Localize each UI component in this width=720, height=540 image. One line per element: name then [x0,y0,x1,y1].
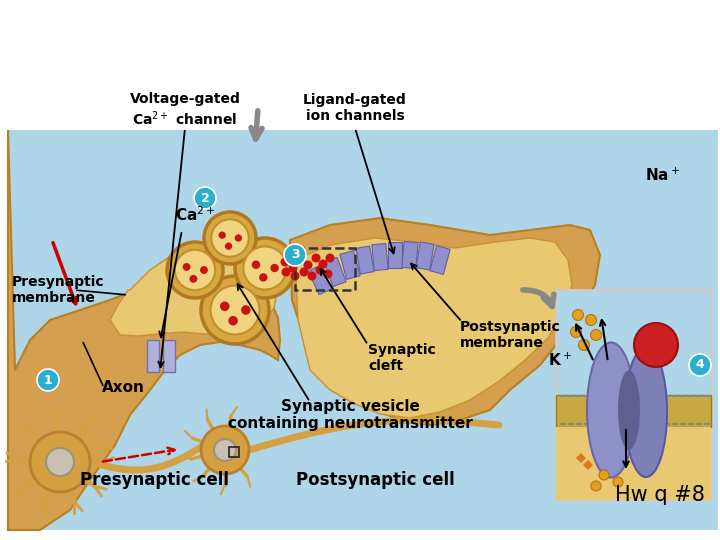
Text: Axon: Axon [102,381,145,395]
Circle shape [252,260,260,269]
Text: Presynaptic
membrane: Presynaptic membrane [12,275,104,305]
Circle shape [304,260,312,269]
Bar [229,447,239,457]
Circle shape [200,266,208,274]
Text: K$^+$: K$^+$ [548,352,572,369]
Text: Hw q #8: Hw q #8 [615,485,705,505]
Circle shape [295,255,305,265]
Bar [163,340,175,372]
Bar [556,290,711,500]
Text: 4: 4 [696,359,704,372]
Bar [324,258,346,287]
Circle shape [307,272,317,280]
Circle shape [220,301,230,311]
Text: Presynaptic cell: Presynaptic cell [81,471,230,489]
Circle shape [37,369,59,391]
Circle shape [323,269,333,279]
Polygon shape [295,238,572,418]
Bar [372,244,388,271]
Circle shape [271,264,279,272]
Circle shape [591,481,601,491]
Bar [356,246,374,274]
Circle shape [259,273,268,282]
Circle shape [578,340,590,350]
Circle shape [214,439,236,461]
Circle shape [318,260,328,268]
Bar [430,246,450,274]
Polygon shape [8,130,280,530]
Circle shape [613,477,623,487]
Circle shape [634,323,678,367]
Text: Synaptic vesicle
containing neurotransmitter: Synaptic vesicle containing neurotransmi… [228,399,472,431]
Circle shape [243,246,287,289]
Circle shape [290,272,300,280]
Bar [295,248,355,290]
Circle shape [241,305,251,315]
Circle shape [204,212,256,264]
Text: Synaptic
cleft: Synaptic cleft [368,343,436,373]
Circle shape [312,253,320,262]
Polygon shape [583,460,593,470]
Circle shape [225,242,232,250]
Polygon shape [110,248,278,336]
Text: 3: 3 [291,248,300,261]
Circle shape [219,232,226,239]
Ellipse shape [625,347,667,477]
Bar [147,340,159,372]
Circle shape [167,242,223,298]
Bar [340,251,360,279]
Circle shape [46,448,74,476]
Text: 2: 2 [201,192,210,205]
Polygon shape [290,218,600,425]
Bar [388,242,402,268]
Circle shape [300,267,308,276]
Circle shape [201,276,269,344]
Circle shape [315,266,325,274]
Circle shape [289,264,297,273]
Circle shape [570,327,582,338]
Text: Ca$^{2+}$: Ca$^{2+}$ [175,206,215,224]
Circle shape [325,253,335,262]
Circle shape [689,354,711,376]
Text: Voltage-gated
Ca$^{2+}$ channel: Voltage-gated Ca$^{2+}$ channel [130,92,240,128]
Text: Postsynaptic
membrane: Postsynaptic membrane [460,320,561,350]
Circle shape [194,187,216,209]
Circle shape [281,258,289,267]
Text: Na$^+$: Na$^+$ [645,166,680,184]
Circle shape [235,234,242,241]
Bar [8,130,718,530]
Circle shape [183,263,191,271]
Bar [402,241,418,268]
Text: Ligand-gated
ion channels: Ligand-gated ion channels [303,93,407,123]
Circle shape [228,316,238,326]
Bar [416,242,434,270]
Circle shape [175,250,215,290]
Circle shape [189,275,197,283]
Circle shape [585,314,596,326]
Bar [556,395,711,427]
Polygon shape [576,453,586,463]
Circle shape [572,309,583,321]
Circle shape [590,329,601,341]
Circle shape [235,238,295,298]
Bar [308,265,332,295]
Circle shape [210,286,259,334]
Text: Postsynaptic cell: Postsynaptic cell [296,471,454,489]
Text: 1: 1 [44,374,53,387]
Bar [556,427,711,500]
Circle shape [201,426,249,474]
Circle shape [30,432,90,492]
Circle shape [284,244,306,266]
Circle shape [599,470,609,480]
Ellipse shape [618,370,640,450]
Circle shape [211,219,248,256]
Circle shape [282,267,290,276]
Ellipse shape [587,342,635,477]
